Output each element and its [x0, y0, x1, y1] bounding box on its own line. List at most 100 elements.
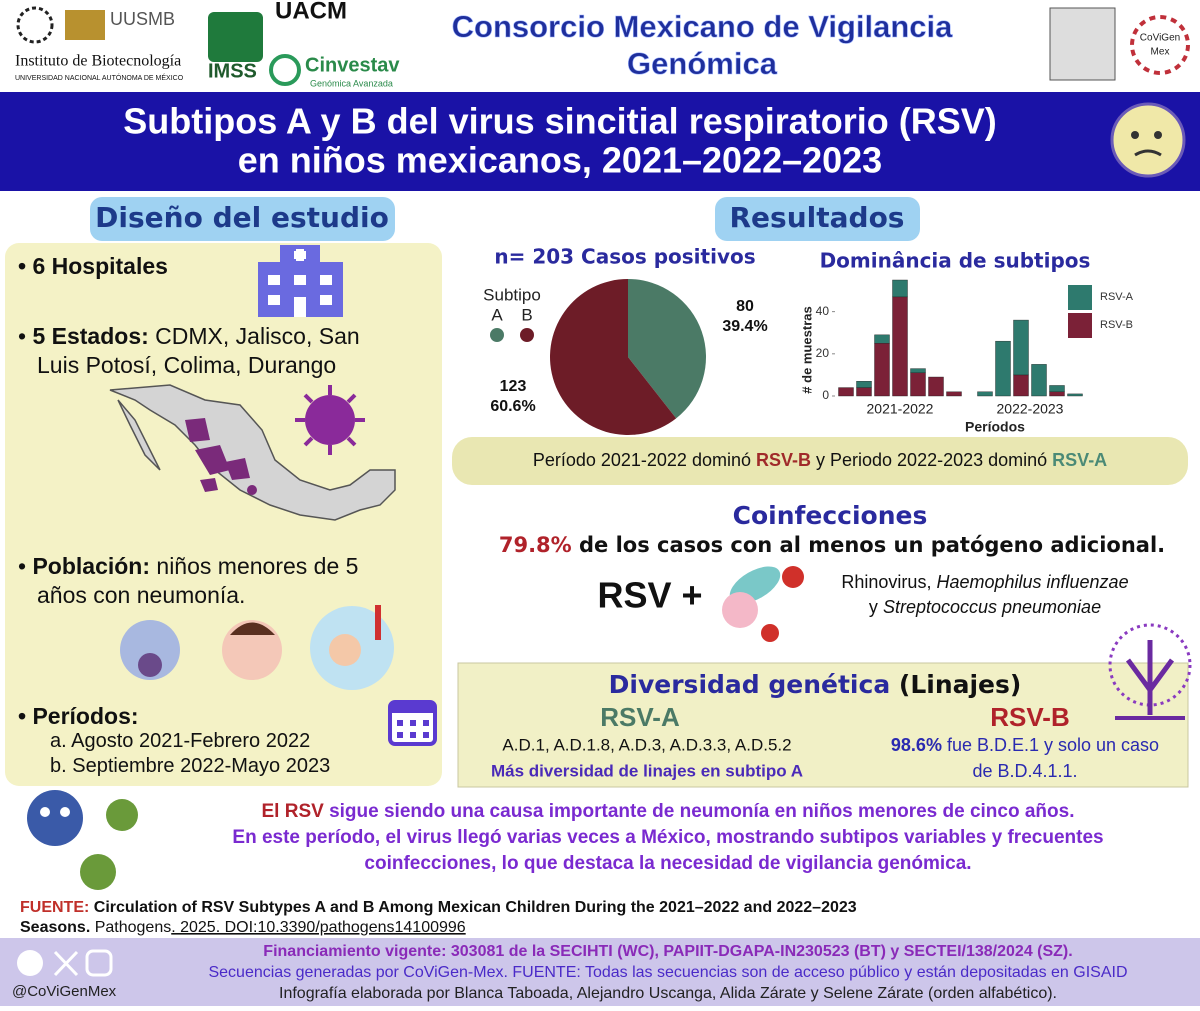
tree-icon — [1108, 623, 1192, 720]
x-icon[interactable] — [53, 950, 79, 977]
item-label: Población: — [32, 553, 150, 579]
bar-segment — [1049, 385, 1065, 392]
conclusion-line: En este período, el virus llegó varias v… — [232, 827, 1103, 848]
section-heading: Resultados — [730, 201, 905, 234]
subtype-title: RSV-B — [990, 702, 1069, 732]
text: Seasons. — [20, 919, 90, 936]
source: Seasons. Pathogens. 2025. DOI:10.3390/pa… — [20, 919, 466, 936]
bar-segment — [1067, 393, 1083, 397]
handle[interactable]: @CoViGenMex — [12, 983, 117, 1000]
bar-segment — [910, 368, 926, 373]
logo-text: CoViGen — [1140, 33, 1180, 44]
bar-segment — [995, 340, 1011, 397]
item-label: 5 Estados: — [32, 323, 148, 349]
heading-pill — [90, 197, 395, 241]
pie-percent: 39.4% — [722, 318, 767, 335]
conclusion-line: El RSV sigue siendo una causa importante… — [262, 801, 1075, 822]
pie-percent: 60.6% — [490, 398, 535, 415]
logo-text: Instituto de Biotecnología — [15, 53, 181, 70]
text: . 2025. DOI:10.3390/pathogens14100996 — [171, 919, 466, 936]
bar-segment — [1013, 319, 1029, 376]
bar-segment — [910, 372, 926, 397]
period: b. Septiembre 2022-Mayo 2023 — [50, 755, 330, 777]
instagram-icon[interactable] — [85, 949, 113, 977]
footer — [0, 938, 1200, 1006]
label: FUENTE: — [20, 899, 89, 916]
coinfection-line: 79.8% de los casos con al menos un patóg… — [499, 533, 1165, 557]
legend-swatch — [1068, 285, 1092, 310]
text: y — [869, 597, 883, 617]
legend-label: RSV-B — [1100, 319, 1133, 331]
rsv-plus: RSV + — [597, 575, 702, 616]
item-text: años con neumonía. — [37, 582, 245, 608]
bar-segment — [892, 296, 908, 397]
heading: Diversidad genética — [609, 670, 891, 699]
social-icons[interactable] — [17, 949, 113, 977]
pathogen-icon — [722, 566, 804, 642]
item-text: CDMX, Jalisco, San — [155, 323, 360, 349]
list-item: • Población: niños menores de 5 — [18, 553, 358, 579]
banner-title: en niños mexicanos, 2021–2022–2023 — [238, 140, 882, 181]
legend-title: Subtipo — [483, 285, 541, 304]
list-item: • Períodos: — [18, 703, 139, 729]
pie-value: 80 — [736, 298, 754, 315]
percent: 79.8% — [499, 533, 572, 557]
bar-segment — [977, 391, 993, 397]
y-tick-label: 0 — [822, 388, 829, 402]
marker: b. — [50, 755, 67, 777]
hospital-icon — [258, 245, 343, 317]
calendar-icon — [388, 700, 437, 746]
facebook-icon[interactable] — [17, 950, 43, 976]
text: Haemophilus influenzae — [936, 572, 1128, 592]
bar-segment — [856, 381, 872, 388]
item-text: Luis Potosí, Colima, Durango — [37, 352, 336, 378]
x-group-label: 2022-2023 — [997, 401, 1064, 417]
logo-text: UUSMB — [110, 9, 175, 29]
text: El RSV — [262, 801, 325, 822]
bar-chart: Dominância de subtipos # de muestras Per… — [799, 249, 1133, 435]
text: Pathogens — [90, 919, 171, 936]
y-tick-label: 20 — [816, 346, 830, 360]
bar-segment — [874, 334, 890, 344]
section-heading: Diseño del estudio — [95, 201, 389, 234]
item-text: niños menores de 5 — [156, 553, 358, 579]
header-title: Genómica — [627, 46, 778, 81]
uusmb-logo — [65, 10, 105, 40]
section-heading: Diversidad genética (Linajes) — [609, 670, 1022, 699]
conclusion-line: coinfecciones, lo que destaca la necesid… — [364, 853, 971, 874]
period: a. Agosto 2021-Febrero 2022 — [50, 730, 310, 752]
pie-value: 123 — [500, 378, 527, 395]
mexico-map — [109, 384, 396, 521]
source: FUENTE: Circulation of RSV Subtypes A an… — [20, 899, 857, 916]
unam-logo — [1049, 7, 1116, 81]
logos: UUSMB Instituto de Biotecnología UNIVERS… — [15, 0, 1190, 88]
text: Streptococcus pneumoniae — [883, 597, 1101, 617]
lineages: de B.D.4.1.1. — [972, 761, 1077, 781]
bar-segment — [1031, 364, 1047, 397]
bar-segment — [856, 387, 872, 397]
chart-title: n= 203 Casos positivos — [494, 245, 755, 269]
logo-text: Mex — [1151, 47, 1170, 58]
percent: 98.6% — [891, 735, 942, 755]
virus-icon — [295, 385, 365, 455]
banner — [0, 92, 1200, 191]
pathogens: y Streptococcus pneumoniae — [869, 597, 1101, 617]
virus-icon — [1110, 102, 1186, 178]
bar-segment — [946, 391, 962, 397]
logo-text: UACM — [275, 0, 347, 24]
logo-text: UNIVERSIDAD NACIONAL AUTÓNOMA DE MÉXICO — [15, 73, 184, 82]
bar-segment — [874, 343, 890, 397]
header-title: Consorcio Mexicano de Vigilancia — [452, 9, 953, 44]
text: fue B.D.E.1 y solo un caso — [942, 735, 1159, 755]
footer-line: Financiamiento vigente: 303081 de la SEC… — [263, 943, 1072, 960]
legend-swatch — [520, 328, 534, 342]
virus-decor — [27, 790, 138, 890]
logo-text: Genómica Avanzada — [310, 78, 393, 88]
y-axis-label: # de muestras — [799, 306, 814, 393]
imss-logo — [208, 12, 263, 62]
lineage-note: Más diversidad de linajes en subtipo A — [491, 761, 803, 780]
marker: a. — [50, 730, 67, 752]
y-tick-label: 40 — [816, 304, 830, 318]
